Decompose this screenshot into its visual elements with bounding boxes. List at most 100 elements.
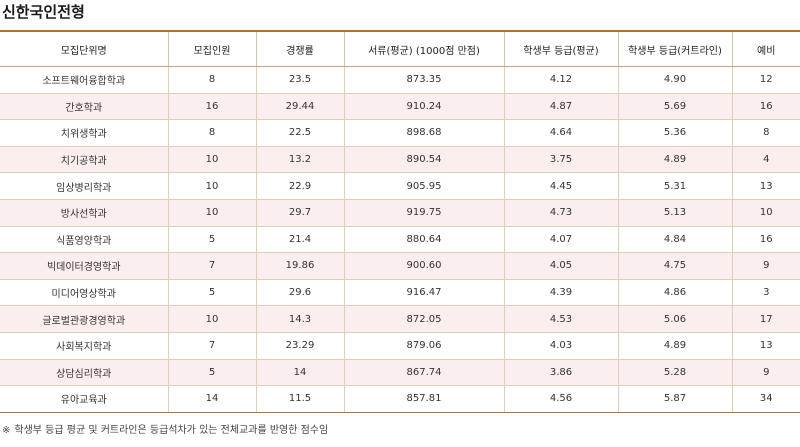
table-cell-competition-ratio: 14: [255, 359, 344, 387]
table-cell-gpa-cutoff: 5.28: [617, 359, 732, 387]
page-title: 신한국인전형: [2, 3, 85, 21]
table-cell-gpa-cutoff: 5.13: [617, 199, 732, 227]
table-cell-quota: 10: [167, 172, 256, 200]
table-cell-department: 사회복지학과: [0, 332, 168, 360]
table-cell-department: 치위생학과: [0, 119, 168, 147]
table-cell-quota: 10: [167, 146, 256, 174]
table-cell-gpa-average: 3.86: [503, 359, 618, 387]
header-col-competition-ratio: 경쟁률: [255, 30, 344, 67]
admission-results-table-container: 모집단위명 모집인원 경쟁률 서류(평균) (1000점 만점) 학생부 등급(평균) 학…: [0, 30, 800, 413]
header-col-gpa-average: 학생부 등급(평균): [503, 30, 618, 67]
header-row: 모집단위명 모집인원 경쟁률 서류(평균) (1000점 만점) 학생부 등급(평균) 학…: [0, 30, 800, 67]
table-cell-quota: 5: [167, 226, 256, 254]
table-cell-competition-ratio: 13.2: [255, 146, 344, 174]
table-cell-document-score: 900.60: [343, 252, 504, 280]
table-cell-gpa-cutoff: 4.84: [617, 226, 732, 254]
table-cell-quota: 10: [167, 305, 256, 333]
table-cell-department: 상담심리학과: [0, 359, 168, 387]
table-cell-gpa-cutoff: 4.75: [617, 252, 732, 280]
table-cell-department: 빅데이터경영학과: [0, 252, 168, 280]
table-cell-document-score: 910.24: [343, 93, 504, 121]
table-row: 사회복지학과 7 23.29 879.06 4.03 4.89 13: [0, 332, 800, 360]
table-cell-quota: 5: [167, 279, 256, 307]
table-cell-competition-ratio: 23.29: [255, 332, 344, 360]
table-cell-gpa-cutoff: 5.87: [617, 385, 732, 413]
table-cell-waitlist: 13: [731, 332, 800, 360]
admission-results-table: 모집단위명 모집인원 경쟁률 서류(평균) (1000점 만점) 학생부 등급(평균) 학…: [0, 30, 800, 413]
footnote-text: 학생부 등급 평균 및 커트라인은 등급석차가 있는 전체교과를 반영한 점수임: [14, 425, 329, 436]
table-row: 유아교육과 14 11.5 857.81 4.56 5.87 34: [0, 385, 800, 413]
table-cell-gpa-average: 4.64: [503, 119, 618, 147]
table-row: 치위생학과 8 22.5 898.68 4.64 5.36 8: [0, 119, 800, 147]
table-cell-competition-ratio: 22.9: [255, 172, 344, 200]
table-cell-document-score: 890.54: [343, 146, 504, 174]
table-body: 소프트웨어융합학과 8 23.5 873.35 4.12 4.90 12 간호학과 16 29.4…: [0, 66, 800, 413]
table-cell-gpa-average: 4.05: [503, 252, 618, 280]
table-cell-department: 유아교육과: [0, 385, 168, 413]
table-cell-document-score: 879.06: [343, 332, 504, 360]
table-cell-waitlist: 8: [731, 119, 800, 147]
header-col-document-score: 서류(평균) (1000점 만점): [343, 30, 504, 67]
table-cell-gpa-average: 4.73: [503, 199, 618, 227]
table-cell-document-score: 916.47: [343, 279, 504, 307]
table-row: 글로벌관광경영학과 10 14.3 872.05 4.53 5.06 17: [0, 305, 800, 333]
table-row: 미디어영상학과 5 29.6 916.47 4.39 4.86 3: [0, 279, 800, 307]
table-header: 모집단위명 모집인원 경쟁률 서류(평균) (1000점 만점) 학생부 등급(평균) 학…: [0, 30, 800, 67]
table-cell-gpa-cutoff: 4.89: [617, 146, 732, 174]
table-cell-document-score: 898.68: [343, 119, 504, 147]
table-cell-competition-ratio: 19.86: [255, 252, 344, 280]
table-cell-waitlist: 12: [731, 66, 800, 94]
table-cell-quota: 7: [167, 332, 256, 360]
table-cell-department: 임상병리학과: [0, 172, 168, 200]
table-cell-waitlist: 17: [731, 305, 800, 333]
table-row: 임상병리학과 10 22.9 905.95 4.45 5.31 13: [0, 172, 800, 200]
table-cell-waitlist: 16: [731, 93, 800, 121]
header-col-gpa-cutoff: 학생부 등급(커트라인): [617, 30, 732, 67]
table-row: 간호학과 16 29.44 910.24 4.87 5.69 16: [0, 93, 800, 121]
table-cell-gpa-average: 4.03: [503, 332, 618, 360]
table-cell-waitlist: 9: [731, 252, 800, 280]
header-col-quota: 모집인원: [167, 30, 256, 67]
table-cell-quota: 5: [167, 359, 256, 387]
table-row: 식품영양학과 5 21.4 880.64 4.07 4.84 16: [0, 226, 800, 254]
table-cell-department: 글로벌관광경영학과: [0, 305, 168, 333]
table-cell-waitlist: 34: [731, 385, 800, 413]
table-cell-quota: 16: [167, 93, 256, 121]
table-cell-gpa-average: 4.56: [503, 385, 618, 413]
table-cell-gpa-average: 4.39: [503, 279, 618, 307]
table-cell-gpa-average: 4.12: [503, 66, 618, 94]
table-cell-competition-ratio: 11.5: [255, 385, 344, 413]
table-cell-gpa-average: 3.75: [503, 146, 618, 174]
table-cell-waitlist: 4: [731, 146, 800, 174]
table-cell-quota: 10: [167, 199, 256, 227]
table-cell-competition-ratio: 29.7: [255, 199, 344, 227]
table-cell-document-score: 872.05: [343, 305, 504, 333]
table-cell-quota: 14: [167, 385, 256, 413]
table-cell-competition-ratio: 29.6: [255, 279, 344, 307]
header-col-waitlist: 예비: [731, 30, 800, 67]
table-cell-department: 방사선학과: [0, 199, 168, 227]
table-cell-gpa-cutoff: 5.69: [617, 93, 732, 121]
table-cell-competition-ratio: 21.4: [255, 226, 344, 254]
table-cell-quota: 8: [167, 119, 256, 147]
note-mark-icon: ※: [2, 425, 11, 436]
table-cell-department: 식품영양학과: [0, 226, 168, 254]
table-cell-gpa-cutoff: 4.90: [617, 66, 732, 94]
table-cell-waitlist: 3: [731, 279, 800, 307]
table-cell-department: 간호학과: [0, 93, 168, 121]
header-col-department: 모집단위명: [0, 30, 168, 67]
table-cell-gpa-average: 4.87: [503, 93, 618, 121]
table-cell-department: 치기공학과: [0, 146, 168, 174]
table-row: 상담심리학과 5 14 867.74 3.86 5.28 9: [0, 359, 800, 387]
table-cell-competition-ratio: 14.3: [255, 305, 344, 333]
table-cell-document-score: 919.75: [343, 199, 504, 227]
table-cell-waitlist: 16: [731, 226, 800, 254]
table-cell-document-score: 867.74: [343, 359, 504, 387]
table-cell-quota: 8: [167, 66, 256, 94]
table-row: 빅데이터경영학과 7 19.86 900.60 4.05 4.75 9: [0, 252, 800, 280]
table-cell-document-score: 880.64: [343, 226, 504, 254]
table-cell-gpa-cutoff: 5.36: [617, 119, 732, 147]
table-cell-quota: 7: [167, 252, 256, 280]
table-row: 소프트웨어융합학과 8 23.5 873.35 4.12 4.90 12: [0, 66, 800, 94]
table-cell-waitlist: 9: [731, 359, 800, 387]
